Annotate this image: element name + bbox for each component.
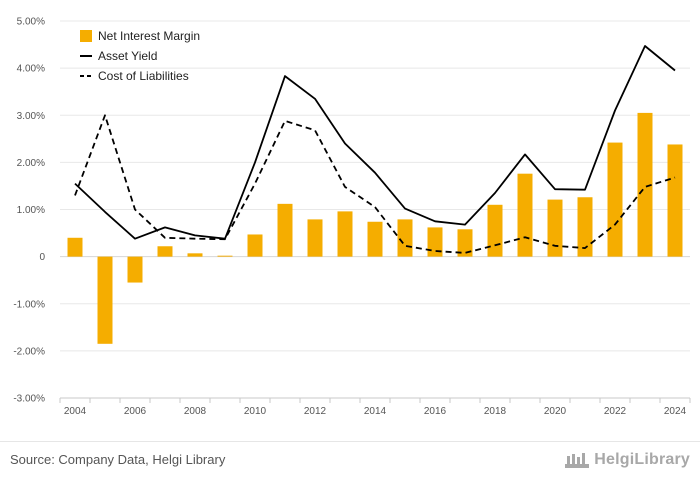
bar-net-interest-margin-2010: [247, 234, 263, 257]
bar-net-interest-margin-2008: [187, 253, 203, 257]
bar-net-interest-margin-2023: [637, 112, 653, 257]
bar-net-interest-margin-2022: [607, 142, 623, 257]
legend: Net Interest Margin Asset Yield Cost of …: [80, 29, 200, 83]
x-tick-label: 2020: [544, 406, 567, 417]
x-axis: 2004 2006 2008 2010 2012 2014 2016 2018 2020 2022…: [59, 397, 691, 417]
bar-net-interest-margin-2013: [337, 211, 353, 257]
y-tick-label: -2.00%: [13, 346, 45, 357]
brand-logo: HelgiLibrary: [564, 450, 690, 470]
bar-net-interest-margin-2019: [517, 173, 533, 257]
bar-net-interest-margin-2021: [577, 197, 593, 257]
bar-net-interest-margin-2011: [277, 203, 293, 257]
brand-name: HelgiLibrary: [594, 451, 690, 468]
legend-label-cost-of-liabilities: Cost of Liabilities: [98, 69, 189, 83]
line-asset-yield: [74, 45, 676, 240]
bar-net-interest-margin-2024: [667, 144, 683, 257]
legend-swatch-net-interest-margin: [80, 30, 92, 42]
x-tick-label: 2004: [64, 406, 87, 417]
y-tick-label: 4.00%: [17, 64, 45, 75]
y-tick-label: 5.00%: [17, 17, 45, 28]
bar-net-interest-margin-2015: [397, 219, 413, 257]
y-tick-label: 1.00%: [17, 205, 45, 216]
bar-net-interest-margin-2004: [67, 237, 83, 257]
source-note: Source: Company Data, Helgi Library: [10, 452, 226, 467]
bar-net-interest-margin-2016: [427, 227, 443, 257]
bar-net-interest-margin-2006: [127, 256, 143, 283]
bar-net-interest-margin-2009: [217, 255, 233, 257]
library-icon: [565, 453, 590, 468]
y-tick-label: -1.00%: [13, 299, 45, 310]
x-tick-label: 2012: [304, 406, 327, 417]
x-tick-label: 2018: [484, 406, 507, 417]
x-tick-label: 2016: [424, 406, 447, 417]
net-interest-margin-bars: [67, 112, 683, 344]
bar-net-interest-margin-2017: [457, 229, 473, 257]
footer: Source: Company Data, Helgi Library Helg…: [0, 441, 700, 483]
y-tick-label: 0: [39, 252, 45, 263]
chart: 5.00% 4.00% 3.00% 2.00% 1.00% 0 -1.00% -2.00% -3…: [13, 17, 691, 417]
line-cost-of-liabilities: [74, 114, 676, 254]
legend-label-asset-yield: Asset Yield: [98, 49, 157, 63]
bar-net-interest-margin-2014: [367, 221, 383, 257]
x-tick-label: 2008: [184, 406, 207, 417]
x-tick-label: 2022: [604, 406, 627, 417]
y-tick-label: 3.00%: [17, 111, 45, 122]
bar-net-interest-margin-2018: [487, 204, 503, 257]
legend-label-net-interest-margin: Net Interest Margin: [98, 29, 200, 43]
y-axis-tick-labels: 5.00% 4.00% 3.00% 2.00% 1.00% 0 -1.00% -2.00% -3…: [13, 17, 45, 405]
bar-net-interest-margin-2007: [157, 246, 173, 257]
bar-net-interest-margin-2012: [307, 219, 323, 257]
x-tick-label: 2010: [244, 406, 267, 417]
x-tick-label: 2014: [364, 406, 387, 417]
bar-net-interest-margin-2020: [547, 199, 563, 257]
y-tick-label: 2.00%: [17, 158, 45, 169]
series-lines: [74, 45, 676, 254]
x-tick-label: 2006: [124, 406, 147, 417]
y-tick-label: -3.00%: [13, 394, 45, 405]
x-tick-label: 2024: [664, 406, 687, 417]
bar-net-interest-margin-2005: [97, 256, 113, 344]
